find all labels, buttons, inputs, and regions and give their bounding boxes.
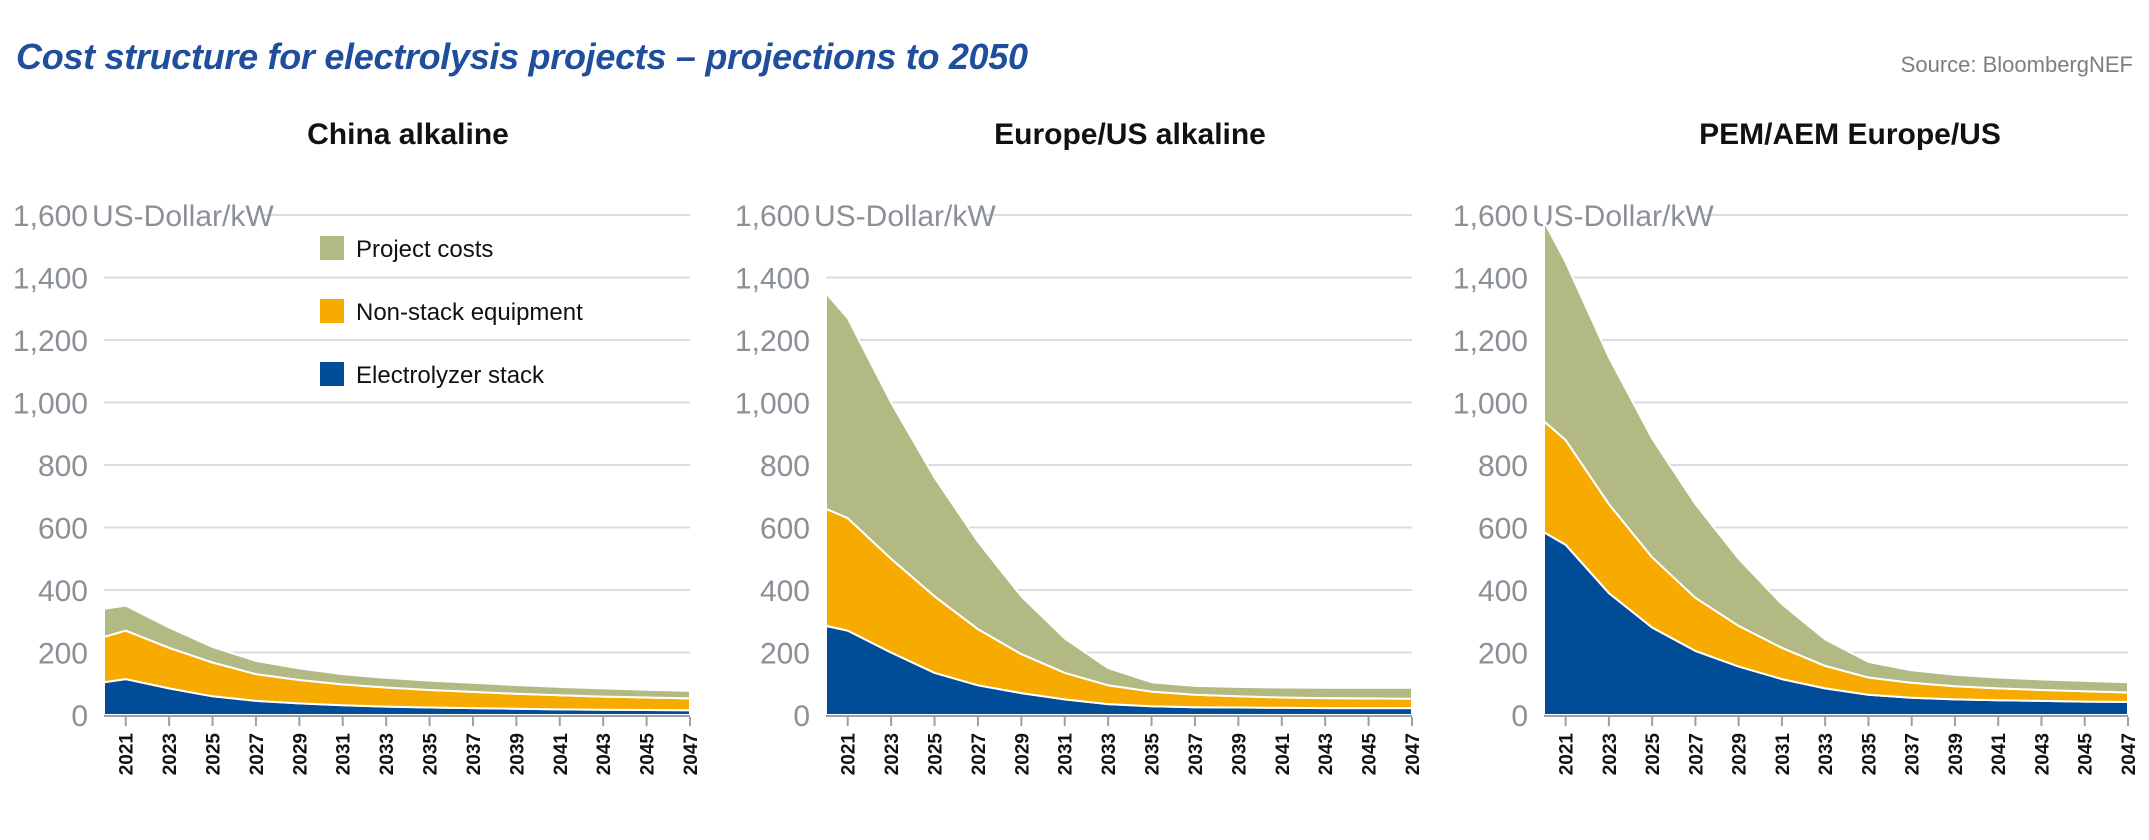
panel-europe-us-alkaline: Europe/US alkaline 0 200 400 600 800 1,000 1,20… <box>735 118 1424 775</box>
y-tick-label: 600 <box>38 513 88 546</box>
y-tick-label: 200 <box>38 638 88 671</box>
y-tick-label: 1,600 <box>1453 200 1528 233</box>
x-tick-label: 2025 <box>204 733 225 776</box>
x-tick-label: 2043 <box>1316 733 1337 775</box>
x-tick-label: 2031 <box>1773 733 1794 776</box>
x-tick-label: 2027 <box>1686 733 1707 775</box>
x-tick-label: 2043 <box>594 733 615 775</box>
y-tick-label: 400 <box>760 575 810 608</box>
y-tick-label: 1,000 <box>1453 388 1528 421</box>
y-tick-label: 400 <box>38 575 88 608</box>
x-tick-label: 2033 <box>1816 733 1837 775</box>
x-tick-label: 2037 <box>464 733 485 775</box>
legend-label: Non-stack equipment <box>356 299 583 326</box>
x-tick-label: 2033 <box>1099 733 1120 775</box>
stacked-areas <box>103 604 691 716</box>
legend-label: Project costs <box>356 236 493 263</box>
x-tick-label: 2031 <box>1056 733 1077 776</box>
x-tick-label: 2023 <box>1600 733 1621 775</box>
legend-swatch <box>320 236 344 260</box>
x-tick-label: 2047 <box>2119 733 2140 775</box>
x-tick-label: 2033 <box>377 733 398 775</box>
y-tick-label: 1,000 <box>735 388 810 421</box>
y-tick-label: 1,200 <box>735 325 810 358</box>
y-tick-label: 400 <box>1478 575 1528 608</box>
x-tick-label: 2021 <box>1557 733 1578 776</box>
chart-main-title: Cost structure for electrolysis projects… <box>16 36 1028 77</box>
area-project-costs <box>103 604 691 700</box>
panel-title: China alkaline <box>307 118 509 151</box>
x-tick-label: 2023 <box>882 733 903 775</box>
x-tick-label: 2045 <box>638 733 659 776</box>
legend: Project costs Non-stack equipment Electrol… <box>320 236 583 389</box>
x-tick-label: 2027 <box>247 733 268 775</box>
x-tick-label: 2037 <box>1903 733 1924 775</box>
x-tick-label: 2029 <box>1730 733 1751 775</box>
legend-item-electrolyzer-stack: Electrolyzer stack <box>320 362 545 389</box>
x-tick-label: 2021 <box>117 733 138 776</box>
legend-item-project-costs: Project costs <box>320 236 493 263</box>
y-tick-label: 1,200 <box>13 325 88 358</box>
y-tick-label: 1,600 <box>735 200 810 233</box>
x-tick-label: 2035 <box>1859 733 1880 776</box>
x-tick-label: 2025 <box>926 733 947 776</box>
unit-label: US-Dollar/kW <box>92 200 274 233</box>
x-tick-label: 2025 <box>1643 733 1664 776</box>
x-tick-label: 2029 <box>1012 733 1033 775</box>
x-tick-label: 2031 <box>334 733 355 776</box>
x-tick-label: 2037 <box>1186 733 1207 775</box>
x-tick-label: 2039 <box>1946 733 1967 775</box>
legend-swatch <box>320 299 344 323</box>
y-tick-label: 200 <box>1478 638 1528 671</box>
y-tick-label: 0 <box>793 700 810 733</box>
panel-title: Europe/US alkaline <box>994 118 1266 151</box>
x-tick-label: 2041 <box>1273 733 1294 776</box>
x-tick-label: 2047 <box>1403 733 1424 775</box>
y-tick-label: 600 <box>1478 513 1528 546</box>
x-tick-label: 2035 <box>421 733 442 776</box>
stacked-areas <box>1543 220 2129 716</box>
y-tick-label: 0 <box>1511 700 1528 733</box>
x-tick-label: 2021 <box>839 733 860 776</box>
x-tick-label: 2039 <box>1229 733 1250 775</box>
y-tick-label: 800 <box>38 450 88 483</box>
area-project-costs <box>825 292 1413 700</box>
y-tick-label: 1,000 <box>13 388 88 421</box>
panel-china-alkaline: China alkaline 0 200 400 600 800 1,000 1,200 1,4… <box>13 118 702 775</box>
source-note: Source: BloombergNEF <box>1900 52 2133 77</box>
x-tick-label: 2039 <box>507 733 528 775</box>
unit-label: US-Dollar/kW <box>1532 200 1714 233</box>
x-tick-label: 2047 <box>681 733 702 775</box>
y-tick-label: 200 <box>760 638 810 671</box>
area-project-costs <box>1543 220 2129 694</box>
x-tick-label: 2035 <box>1143 733 1164 776</box>
x-tick-label: 2041 <box>1989 733 2010 776</box>
x-tick-label: 2029 <box>290 733 311 775</box>
panel-title: PEM/AEM Europe/US <box>1699 118 2001 151</box>
y-tick-label: 1,400 <box>13 263 88 296</box>
y-tick-label: 1,200 <box>1453 325 1528 358</box>
legend-swatch <box>320 362 344 386</box>
y-tick-label: 800 <box>1478 450 1528 483</box>
x-tick-label: 2023 <box>160 733 181 775</box>
y-tick-label: 1,400 <box>735 263 810 296</box>
x-tick-label: 2045 <box>2076 733 2097 776</box>
legend-item-non-stack-equipment: Non-stack equipment <box>320 299 583 326</box>
x-tick-label: 2041 <box>551 733 572 776</box>
unit-label: US-Dollar/kW <box>814 200 996 233</box>
y-tick-label: 1,400 <box>1453 263 1528 296</box>
y-tick-label: 0 <box>71 700 88 733</box>
y-tick-label: 1,600 <box>13 200 88 233</box>
x-tick-label: 2045 <box>1360 733 1381 776</box>
x-tick-label: 2027 <box>969 733 990 775</box>
y-tick-label: 600 <box>760 513 810 546</box>
panel-pem-aem-europe-us: PEM/AEM Europe/US 0 200 400 600 800 1,000 1,200… <box>1453 118 2140 775</box>
x-tick-label: 2043 <box>2032 733 2053 775</box>
y-tick-label: 800 <box>760 450 810 483</box>
legend-label: Electrolyzer stack <box>356 362 545 389</box>
